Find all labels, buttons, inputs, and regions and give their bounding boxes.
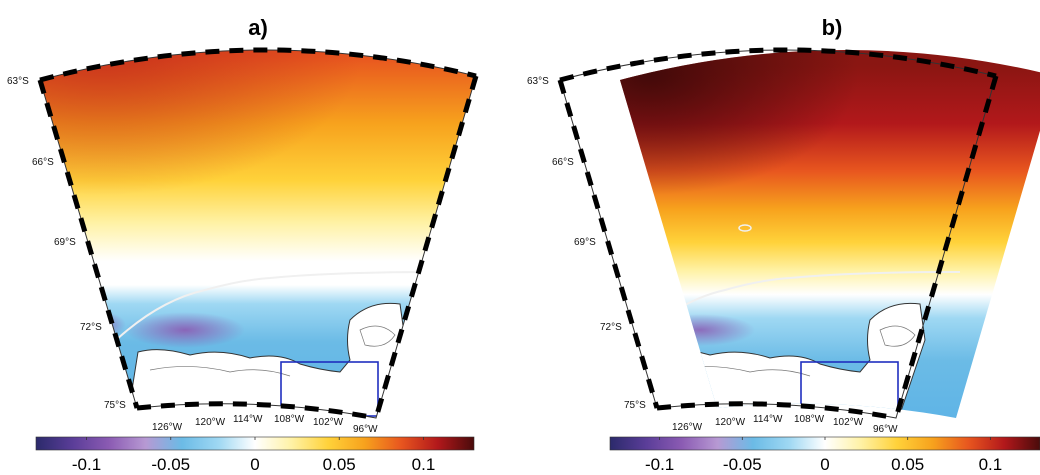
map-svg-b: b) 63°S 66°S 69°S 72°S [527, 15, 1040, 474]
colorbar-tick-label: 0.1 [412, 455, 436, 474]
lon-label: 126°W [152, 422, 183, 433]
lon-label: 120°W [195, 417, 226, 428]
frame-ticks-left [37, 79, 140, 409]
lat-label: 69°S [574, 237, 596, 248]
lon-label: 108°W [794, 414, 825, 425]
lon-label: 108°W [274, 414, 305, 425]
lat-label: 66°S [32, 157, 54, 168]
colorbar-tick-label: 0.05 [323, 455, 356, 474]
map-panel-a: a) 63°S 66°S 69°S 72°S 75°S 126°W 120°W … [7, 15, 479, 474]
colorbar-tick-label: 0 [820, 455, 829, 474]
lat-label: 69°S [54, 237, 76, 248]
lon-label: 120°W [715, 417, 746, 428]
lat-label: 72°S [80, 322, 102, 333]
lat-label: 63°S [7, 76, 29, 87]
lat-label: 75°S [624, 400, 646, 411]
colorbar-tick-label: 0 [250, 455, 259, 474]
frame-ticks-top [39, 47, 477, 83]
lat-label: 66°S [552, 157, 574, 168]
map-svg-a: a) 63°S 66°S 69°S 72°S 75°S 126°W 120°W … [7, 15, 479, 474]
colorbar-tick-label: -0.05 [151, 455, 190, 474]
panel-title: b) [822, 15, 843, 40]
colorbar-tick-label: -0.1 [72, 455, 101, 474]
frame-ticks-right [373, 75, 479, 419]
panel-title: a) [248, 15, 268, 40]
lon-label: 114°W [233, 414, 263, 425]
lon-label: 126°W [672, 422, 703, 433]
colorbar-tick-label: -0.05 [723, 455, 762, 474]
frame-ticks-bottom [136, 401, 377, 421]
frame-ticks-bottom [656, 401, 897, 421]
colorbar-tick-label: -0.1 [645, 455, 674, 474]
colorbar-tick-label: 0.1 [979, 455, 1003, 474]
lat-label: 75°S [104, 400, 126, 411]
colorbar: -0.1 -0.05 0 0.05 0.1 [609, 436, 1040, 474]
frame-ticks-right [893, 75, 999, 419]
lon-label: 102°W [833, 417, 864, 428]
colorbar: -0.1 -0.05 0 0.05 0.1 [35, 436, 475, 474]
isoline [115, 271, 441, 341]
antarctic-coast [127, 302, 406, 418]
antarctic-coast [647, 302, 926, 418]
colorbar-tick-label: 0.05 [891, 455, 924, 474]
lon-label: 102°W [313, 417, 344, 428]
lat-label: 72°S [600, 322, 622, 333]
lon-label: 96°W [353, 424, 378, 435]
frame-ticks-left [557, 79, 660, 409]
frame-ticks-top [559, 47, 997, 83]
lon-label: 114°W [753, 414, 783, 425]
lon-label: 96°W [873, 424, 898, 435]
lat-label: 63°S [527, 76, 549, 87]
map-panel-b: b) 63°S 66°S 69°S 72°S [520, 0, 1040, 475]
